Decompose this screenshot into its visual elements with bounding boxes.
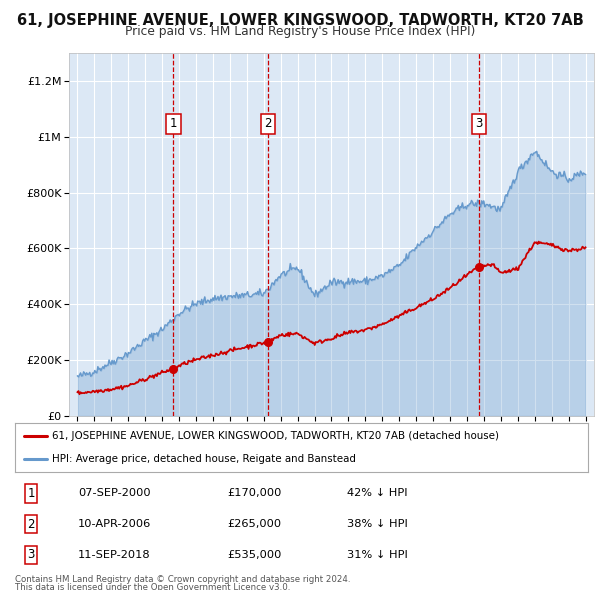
Text: 2: 2 bbox=[265, 117, 272, 130]
Text: Contains HM Land Registry data © Crown copyright and database right 2024.: Contains HM Land Registry data © Crown c… bbox=[15, 575, 350, 584]
Text: Price paid vs. HM Land Registry's House Price Index (HPI): Price paid vs. HM Land Registry's House … bbox=[125, 25, 475, 38]
Text: 1: 1 bbox=[170, 117, 177, 130]
Text: 3: 3 bbox=[28, 549, 35, 562]
Text: This data is licensed under the Open Government Licence v3.0.: This data is licensed under the Open Gov… bbox=[15, 583, 290, 590]
Text: 3: 3 bbox=[475, 117, 482, 130]
Text: 07-SEP-2000: 07-SEP-2000 bbox=[78, 489, 151, 499]
Text: 31% ↓ HPI: 31% ↓ HPI bbox=[347, 550, 408, 560]
Text: £265,000: £265,000 bbox=[227, 519, 281, 529]
Text: £535,000: £535,000 bbox=[227, 550, 281, 560]
Text: 1: 1 bbox=[27, 487, 35, 500]
Text: 10-APR-2006: 10-APR-2006 bbox=[78, 519, 151, 529]
Text: 42% ↓ HPI: 42% ↓ HPI bbox=[347, 489, 408, 499]
Text: 61, JOSEPHINE AVENUE, LOWER KINGSWOOD, TADWORTH, KT20 7AB: 61, JOSEPHINE AVENUE, LOWER KINGSWOOD, T… bbox=[17, 13, 583, 28]
Text: HPI: Average price, detached house, Reigate and Banstead: HPI: Average price, detached house, Reig… bbox=[52, 454, 356, 464]
Text: 61, JOSEPHINE AVENUE, LOWER KINGSWOOD, TADWORTH, KT20 7AB (detached house): 61, JOSEPHINE AVENUE, LOWER KINGSWOOD, T… bbox=[52, 431, 499, 441]
Text: 2: 2 bbox=[27, 517, 35, 531]
Text: £170,000: £170,000 bbox=[227, 489, 281, 499]
Text: 38% ↓ HPI: 38% ↓ HPI bbox=[347, 519, 408, 529]
Text: 11-SEP-2018: 11-SEP-2018 bbox=[78, 550, 151, 560]
